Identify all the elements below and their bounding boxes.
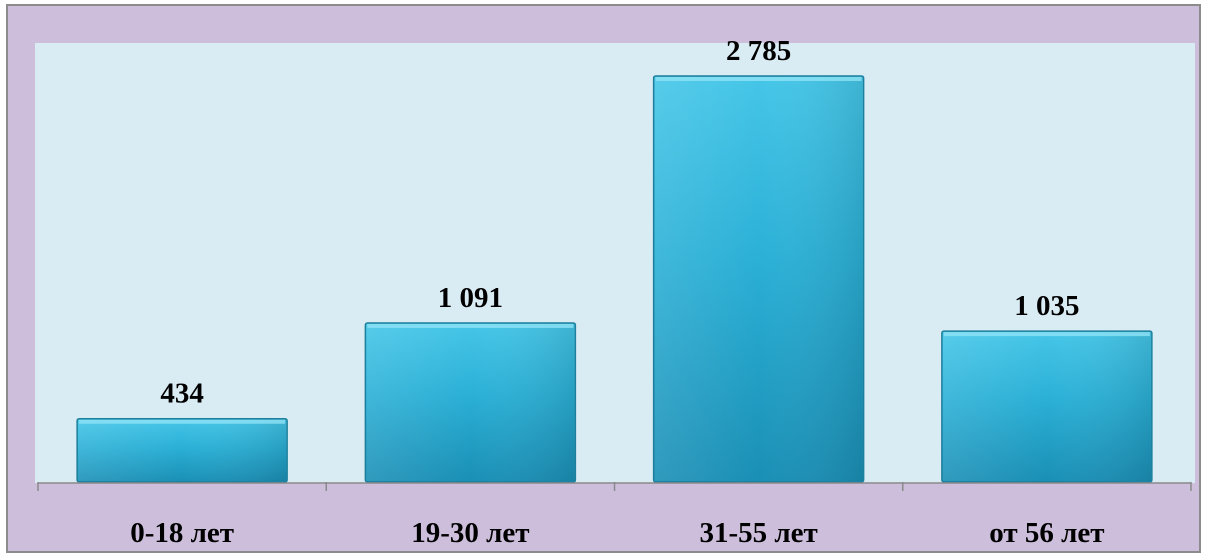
category-label: 0-18 лет <box>130 517 234 549</box>
bar-sheen <box>654 77 863 481</box>
bar-top-highlight <box>79 419 286 424</box>
data-label: 1 091 <box>438 282 503 314</box>
data-label: 434 <box>160 378 204 410</box>
bar-sheen <box>366 323 575 481</box>
bar-chart: 434 0-18 лет 1 091 19-30 лет 2 785 31-55 лет 1… <box>35 35 1195 549</box>
category-label: 19-30 лет <box>411 517 529 549</box>
category-label: от 56 лет <box>989 517 1104 549</box>
data-label: 1 035 <box>1014 290 1079 322</box>
bar-top-highlight <box>367 323 574 328</box>
bar-top-highlight <box>655 77 862 81</box>
bar-sheen <box>942 332 1151 481</box>
bar-sheen <box>78 419 287 481</box>
data-label: 2 785 <box>726 35 791 67</box>
chart-frame: 434 0-18 лет 1 091 19-30 лет 2 785 31-55 лет 1… <box>6 4 1201 553</box>
bar-top-highlight <box>943 332 1150 337</box>
category-label: 31-55 лет <box>699 517 817 549</box>
